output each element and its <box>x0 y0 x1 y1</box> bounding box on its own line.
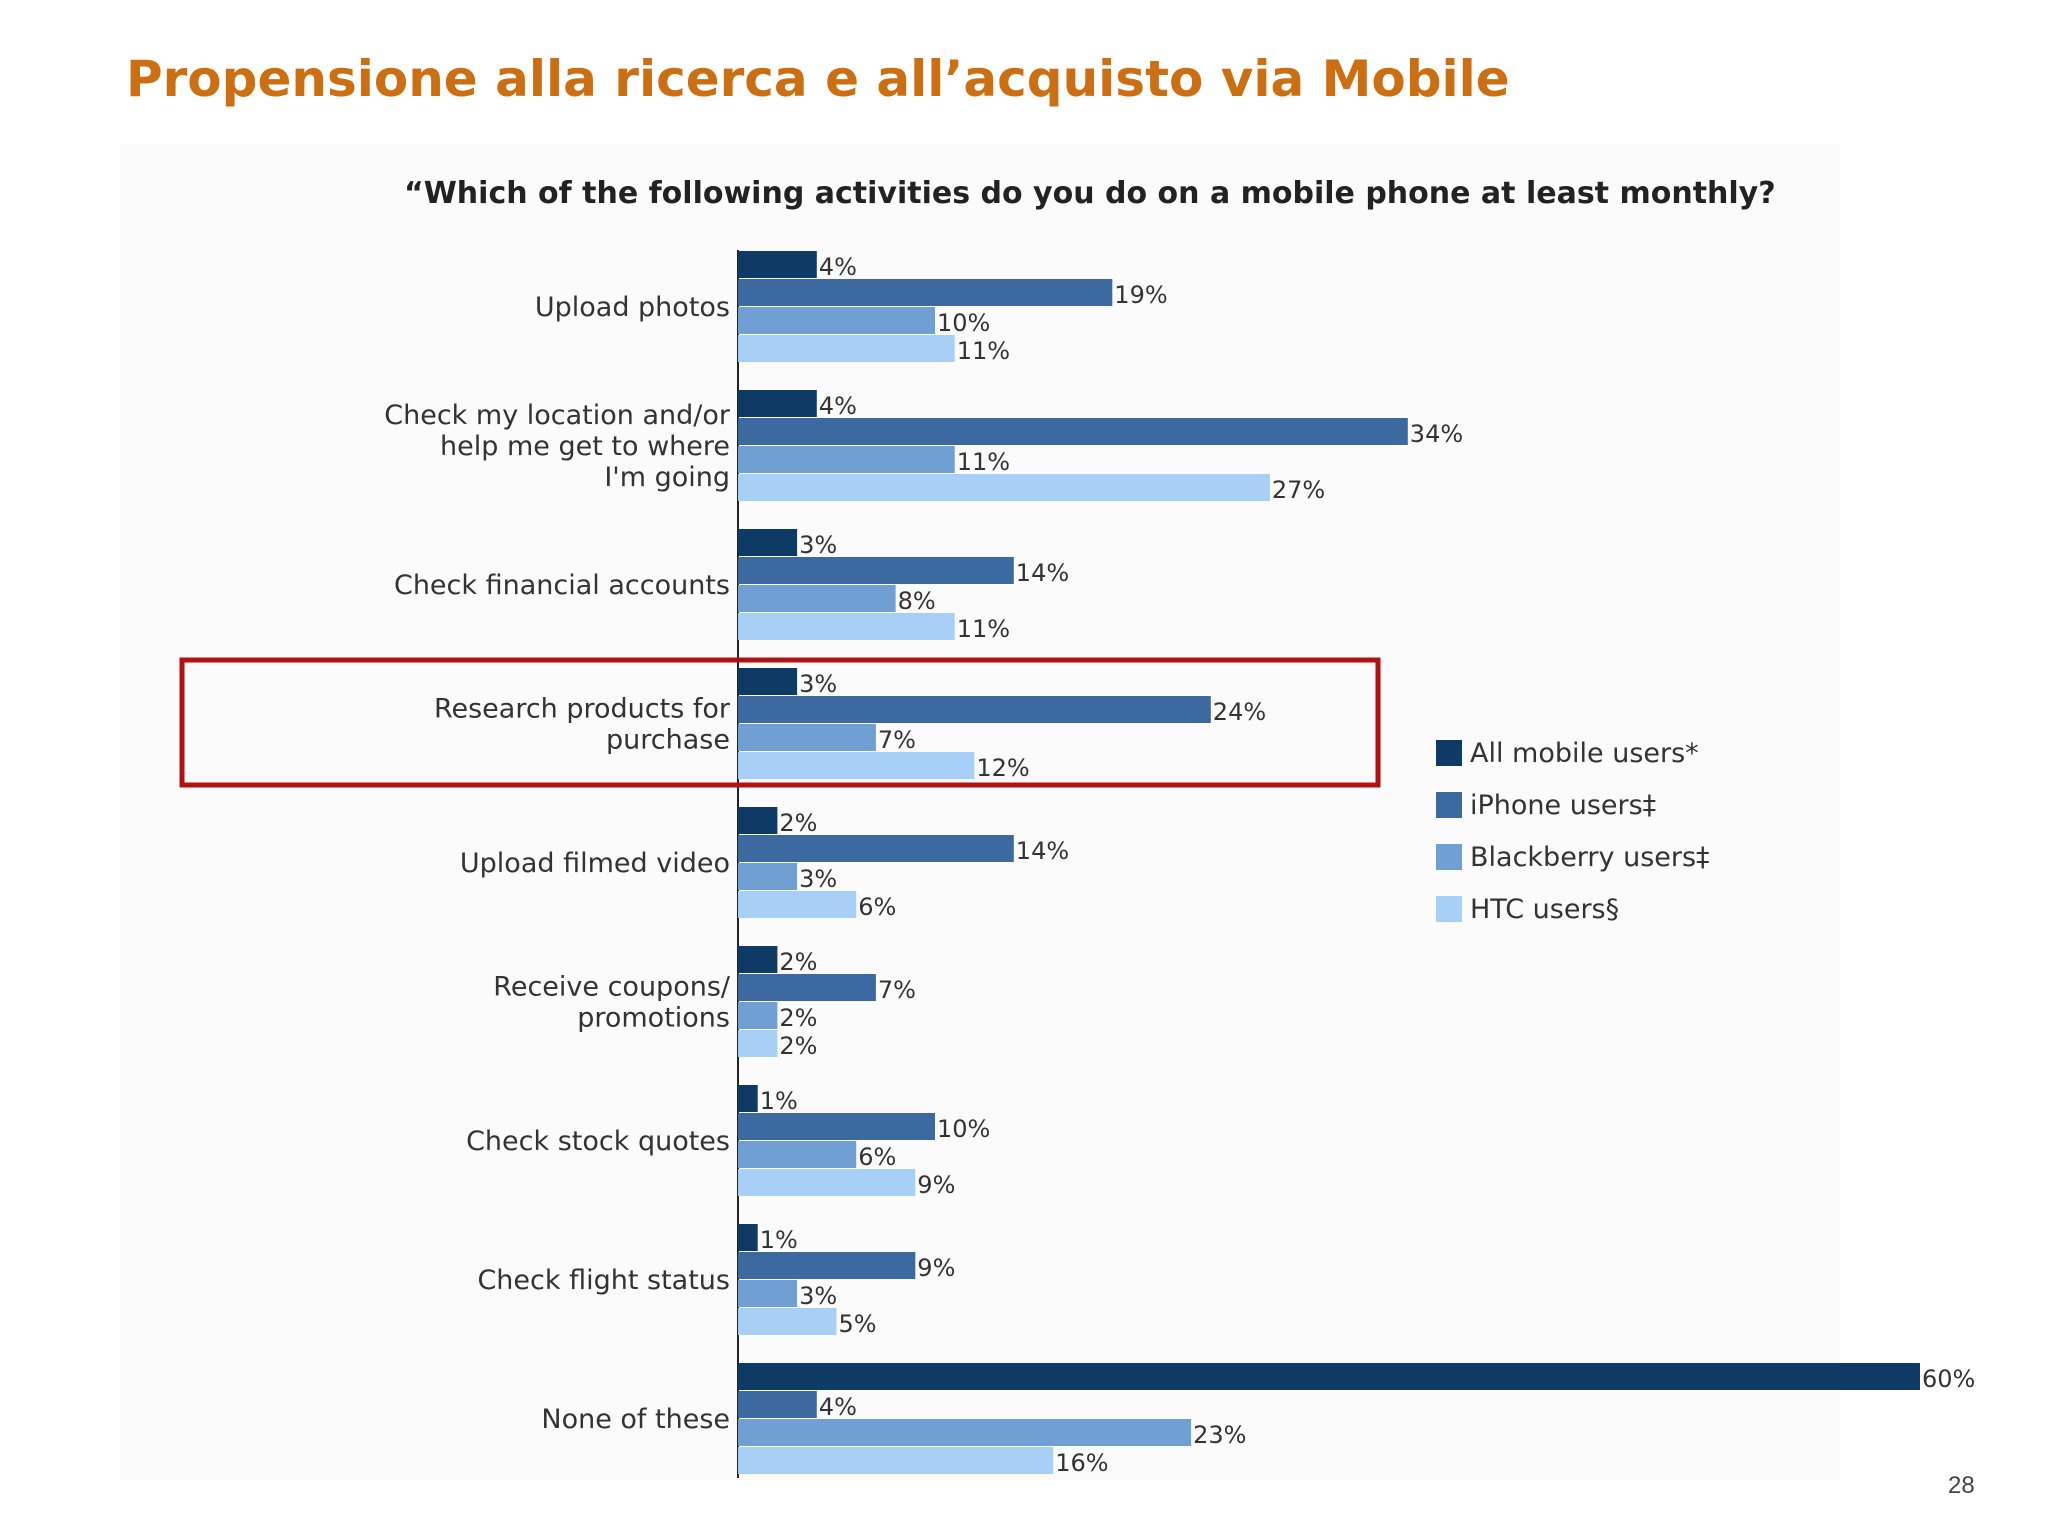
data-label: 34% <box>1410 420 1463 448</box>
data-label: 3% <box>799 531 837 559</box>
data-label: 5% <box>839 1310 877 1338</box>
bar <box>738 390 817 417</box>
data-label: 6% <box>858 1143 896 1171</box>
legend-label: Blackberry users‡ <box>1470 842 1710 873</box>
data-label: 4% <box>819 253 857 281</box>
data-label: 14% <box>1016 837 1069 865</box>
data-label: 3% <box>799 1282 837 1310</box>
bar <box>738 946 778 973</box>
bar <box>738 307 935 334</box>
data-label: 9% <box>917 1254 955 1282</box>
bar <box>738 1224 758 1251</box>
bar <box>738 1169 916 1196</box>
legend-swatch <box>1436 896 1462 922</box>
legend-swatch <box>1436 844 1462 870</box>
data-label: 3% <box>799 865 837 893</box>
data-label: 11% <box>957 615 1010 643</box>
bar <box>738 279 1113 306</box>
category-label: promotions <box>577 1003 730 1034</box>
data-label: 60% <box>1922 1365 1975 1393</box>
data-label: 12% <box>976 754 1029 782</box>
page-number: 28 <box>1948 1472 1975 1499</box>
category-label: Check flight status <box>477 1265 730 1296</box>
data-label: 19% <box>1114 281 1167 309</box>
legend-swatch <box>1436 740 1462 766</box>
bar <box>738 835 1014 862</box>
legend-label: HTC users§ <box>1470 894 1619 925</box>
data-label: 2% <box>779 809 817 837</box>
category-label: purchase <box>606 725 730 756</box>
data-label: 7% <box>878 726 916 754</box>
data-label: 24% <box>1213 698 1266 726</box>
bar <box>738 446 955 473</box>
category-label: I'm going <box>604 462 730 493</box>
bar <box>738 1113 935 1140</box>
bar <box>738 668 798 695</box>
bar <box>738 474 1270 501</box>
data-label: 1% <box>760 1226 798 1254</box>
data-label: 2% <box>779 1004 817 1032</box>
bar <box>738 1085 758 1112</box>
category-label: Upload photos <box>535 292 730 323</box>
bar <box>738 557 1014 584</box>
data-label: 2% <box>779 948 817 976</box>
data-label: 7% <box>878 976 916 1004</box>
category-label: Check my location and/or <box>384 400 731 431</box>
bar <box>738 696 1211 723</box>
data-label: 3% <box>799 670 837 698</box>
data-label: 11% <box>957 337 1010 365</box>
category-label: Check financial accounts <box>394 570 730 601</box>
bar <box>738 1447 1054 1474</box>
category-label: Check stock quotes <box>466 1126 730 1157</box>
category-label: Research products for <box>434 694 731 725</box>
data-label: 14% <box>1016 559 1069 587</box>
legend-label: All mobile users* <box>1470 738 1699 769</box>
legend-label: iPhone users‡ <box>1470 790 1656 821</box>
bar <box>738 613 955 640</box>
data-label: 27% <box>1272 476 1325 504</box>
bar <box>738 585 896 612</box>
data-label: 2% <box>779 1032 817 1060</box>
category-label: None of these <box>541 1404 730 1435</box>
data-label: 9% <box>917 1171 955 1199</box>
data-label: 23% <box>1193 1421 1246 1449</box>
data-label: 4% <box>819 1393 857 1421</box>
bar <box>738 724 876 751</box>
data-label: 10% <box>937 1115 990 1143</box>
slide-title: Propensione alla ricerca e all’acquisto … <box>126 50 1510 108</box>
bar <box>738 529 798 556</box>
bar <box>738 752 975 779</box>
legend-swatch <box>1436 792 1462 818</box>
category-label: Receive coupons/ <box>493 972 731 1003</box>
bar <box>738 335 955 362</box>
bar <box>738 1308 837 1335</box>
bar <box>738 1419 1192 1446</box>
data-label: 16% <box>1055 1449 1108 1477</box>
category-label: Upload filmed video <box>460 848 730 879</box>
bar <box>738 1391 817 1418</box>
bar <box>738 1363 1920 1390</box>
data-label: 4% <box>819 392 857 420</box>
bar <box>738 1141 857 1168</box>
chart-panel <box>120 145 1840 1480</box>
bar <box>738 1030 778 1057</box>
category-label: help me get to where <box>440 431 730 462</box>
bar <box>738 807 778 834</box>
bar <box>738 891 857 918</box>
data-label: 10% <box>937 309 990 337</box>
data-label: 1% <box>760 1087 798 1115</box>
bar <box>738 1280 798 1307</box>
data-label: 11% <box>957 448 1010 476</box>
bar <box>738 974 876 1001</box>
bar <box>738 251 817 278</box>
bar <box>738 418 1408 445</box>
highlight-box <box>179 657 1381 788</box>
bar <box>738 863 798 890</box>
bar <box>738 1002 778 1029</box>
chart-title: “Which of the following activities do yo… <box>404 176 1776 211</box>
data-label: 8% <box>898 587 936 615</box>
bar <box>738 1252 916 1279</box>
data-label: 6% <box>858 893 896 921</box>
